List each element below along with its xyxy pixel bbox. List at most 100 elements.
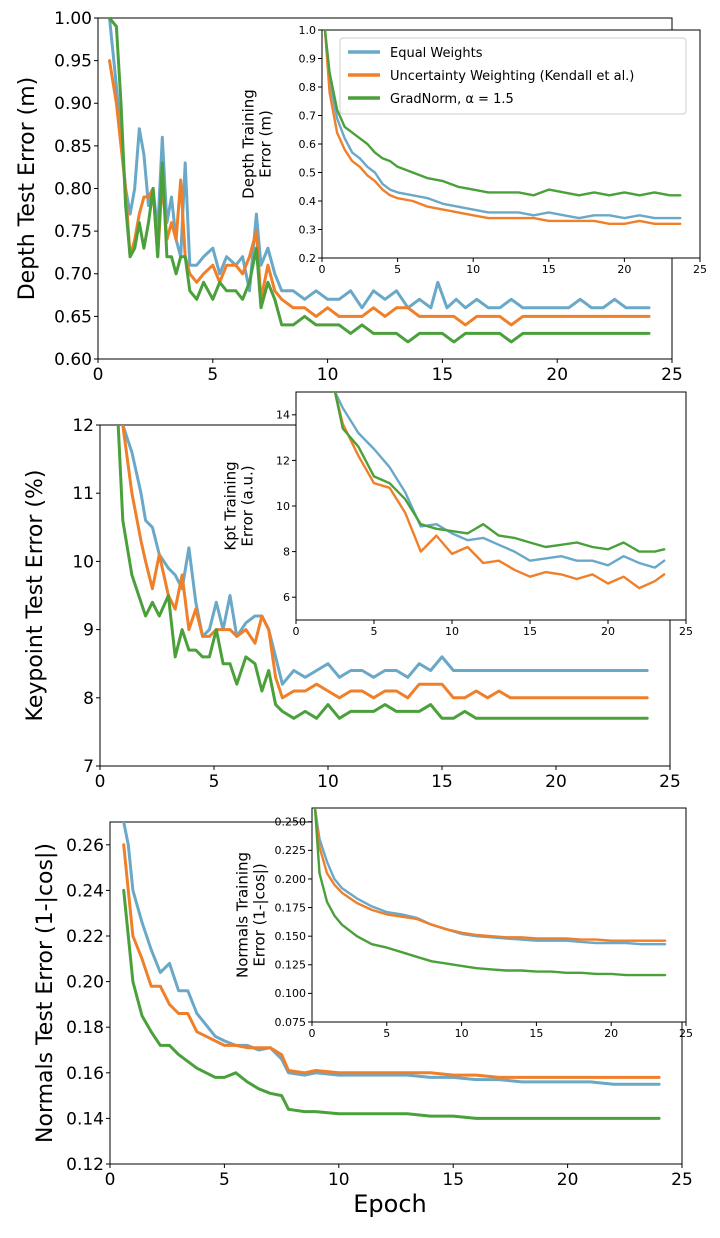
keypoint-test-inset-y-tick-label: 6	[283, 591, 290, 604]
depth-test-x-tick-label: 20	[546, 365, 568, 385]
keypoint-test-x-tick-label: 10	[317, 772, 339, 792]
normals-test-panel: 0 5 10 15 20 25 0.12 0.14 0.16 0.18 0.20 0.22 0.24 0.…	[33, 807, 693, 1190]
depth-test-y-tick-label: 0.80	[54, 179, 92, 199]
normals-test-x-tick-label: 15	[442, 1170, 464, 1190]
normals-test-y-tick-label: 0.22	[66, 927, 104, 947]
depth-test-inset-y-axis-label-line: Error (m)	[257, 110, 275, 178]
normals-test-inset-y-tick-label: 0.225	[275, 844, 307, 857]
depth-test-x-tick-label: 5	[207, 365, 218, 385]
depth-test-inset-y-tick-label: 0.4	[299, 195, 317, 208]
keypoint-test-series-gradnorm	[116, 425, 649, 720]
keypoint-test-y-tick-label: 7	[83, 757, 94, 777]
keypoint-test-y-tick-label: 10	[72, 552, 94, 572]
keypoint-test-y-tick-label: 12	[72, 416, 94, 436]
depth-test-inset-series-gradnorm	[323, 30, 682, 197]
depth-test-inset-y-axis-label-line: Depth Training	[239, 89, 257, 199]
depth-test-inset-y-tick-label: 0.7	[299, 109, 317, 122]
keypoint-test-series-equal	[121, 425, 649, 686]
depth-test-y-tick-label: 0.60	[54, 350, 92, 370]
normals-test-inset-x-tick-label: 25	[679, 1027, 693, 1040]
normals-test-inset-y-tick-label: 0.075	[275, 1016, 307, 1029]
legend-label-equal: Equal Weights	[390, 46, 483, 61]
normals-test-y-tick-label: 0.20	[66, 973, 104, 993]
depth-test-inset-y-tick-label: 0.3	[299, 223, 317, 236]
normals-test-inset-x-tick-label: 0	[309, 1027, 316, 1040]
depth-test-y-tick-label: 0.65	[54, 307, 92, 327]
normals-test-x-tick-label: 20	[557, 1170, 579, 1190]
keypoint-test-inset-plot-frame	[295, 391, 687, 621]
keypoint-test-x-tick-label: 20	[545, 772, 567, 792]
keypoint-test-inset-x-tick-label: 10	[445, 625, 459, 638]
depth-test-y-tick-label: 0.90	[54, 94, 92, 114]
normals-test-x-tick-label: 5	[219, 1170, 230, 1190]
normals-test-inset-x-tick-label: 5	[383, 1027, 390, 1040]
legend-label-gradnorm: GradNorm, α = 1.5	[390, 92, 514, 107]
depth-test-y-axis-label: Depth Test Error (m)	[15, 77, 40, 301]
normals-test-y-axis-label: Normals Test Error (1-|cos|)	[33, 843, 58, 1143]
depth-test-y-tick-label: 1.00	[54, 9, 92, 29]
normals-test-inset-y-tick-label: 0.125	[275, 959, 307, 972]
depth-test-inset-x-tick-label: 20	[617, 263, 631, 276]
keypoint-test-y-axis-label: Keypoint Test Error (%)	[23, 470, 48, 722]
depth-test-x-tick-label: 15	[432, 365, 454, 385]
normals-test-series-uncertainty	[122, 843, 661, 1079]
normals-test-inset: 0 5 10 15 20 25 0.075 0.100 0.125 0.150 0.175 0.200…	[233, 807, 693, 1040]
normals-test-y-tick-label: 0.26	[66, 836, 104, 856]
depth-test-inset-x-tick-label: 0	[319, 263, 326, 276]
normals-test-y-tick-label: 0.12	[66, 1155, 104, 1175]
keypoint-test-inset-y-axis-label-line: Kpt Training	[221, 461, 239, 550]
normals-test-inset-x-tick-label: 10	[455, 1027, 469, 1040]
keypoint-test-inset-y-axis-label: Kpt TrainingError (a.u.)	[221, 461, 256, 550]
keypoint-test-inset-series-equal	[333, 392, 666, 569]
keypoint-test-inset-series-uncertainty	[333, 392, 666, 590]
normals-test-inset-series-uncertainty	[313, 808, 667, 942]
keypoint-test-inset: 0 5 10 15 20 25 6 8 10 12 14 Kpt TrainingError (a.u…	[221, 391, 693, 638]
depth-test-inset-y-tick-label: 0.6	[299, 138, 317, 151]
legend: Equal Weights Uncertainty Weighting (Kend…	[339, 37, 687, 115]
depth-test-y-axis-label-line: Depth Test Error (m)	[15, 77, 40, 301]
normals-test-x-tick-label: 10	[328, 1170, 350, 1190]
keypoint-test-y-axis-label-line: Keypoint Test Error (%)	[23, 470, 48, 722]
depth-test-x-tick-label: 0	[93, 365, 104, 385]
normals-test-inset-y-axis-label-line: Error (1-|cos|)	[251, 863, 269, 966]
normals-test-inset-y-tick-label: 0.175	[275, 901, 307, 914]
x-axis-label-epoch: Epoch	[353, 1190, 427, 1218]
depth-test-inset-series-uncertainty	[323, 30, 682, 226]
depth-test-x-tick-label: 10	[317, 365, 339, 385]
normals-test-x-tick-label: 25	[671, 1170, 693, 1190]
depth-test-inset-y-tick-label: 0.2	[299, 252, 317, 265]
keypoint-test-x-tick-label: 5	[209, 772, 220, 792]
legend-label-uncertainty: Uncertainty Weighting (Kendall et al.)	[390, 69, 634, 84]
normals-test-inset-y-axis-label-line: Normals Training	[233, 852, 251, 978]
normals-test-x-tick-label: 0	[105, 1170, 116, 1190]
keypoint-test-inset-y-tick-label: 14	[276, 409, 290, 422]
normals-test-inset-plot-frame	[311, 807, 687, 1023]
keypoint-test-inset-series-gradnorm	[333, 392, 666, 553]
depth-test-series-gradnorm	[108, 18, 651, 344]
keypoint-test-inset-x-tick-label: 15	[523, 625, 537, 638]
keypoint-test-inset-x-tick-label: 20	[601, 625, 615, 638]
normals-test-series-gradnorm	[122, 888, 661, 1120]
legend-frame	[339, 37, 687, 115]
normals-test-inset-x-tick-label: 15	[529, 1027, 543, 1040]
keypoint-test-series-uncertainty	[121, 425, 649, 700]
keypoint-test-y-tick-label: 11	[72, 484, 94, 504]
keypoint-test-inset-y-tick-label: 10	[276, 500, 290, 513]
depth-test-inset-y-tick-label: 0.9	[299, 52, 317, 65]
keypoint-test-inset-y-tick-label: 12	[276, 454, 290, 467]
keypoint-test-y-tick-label: 8	[83, 689, 94, 709]
depth-test-y-tick-label: 0.75	[54, 222, 92, 242]
depth-test-x-tick-label: 25	[661, 365, 683, 385]
depth-test-inset-series-equal	[323, 30, 682, 220]
keypoint-test-x-tick-label: 0	[95, 772, 106, 792]
depth-test-inset-x-tick-label: 10	[466, 263, 480, 276]
normals-test-inset-y-tick-label: 0.250	[275, 816, 307, 829]
normals-test-y-axis-label-line: Normals Test Error (1-|cos|)	[33, 843, 58, 1143]
normals-test-inset-y-tick-label: 0.200	[275, 873, 307, 886]
depth-test-y-tick-label: 0.70	[54, 265, 92, 285]
depth-test-inset-y-tick-label: 0.8	[299, 81, 317, 94]
keypoint-test-panel: 0 5 10 15 20 25 7 8 9 10 11 12 Keypoint Test Error (…	[23, 391, 693, 792]
depth-test-y-tick-label: 0.85	[54, 137, 92, 157]
depth-test-inset-x-tick-label: 25	[693, 263, 707, 276]
